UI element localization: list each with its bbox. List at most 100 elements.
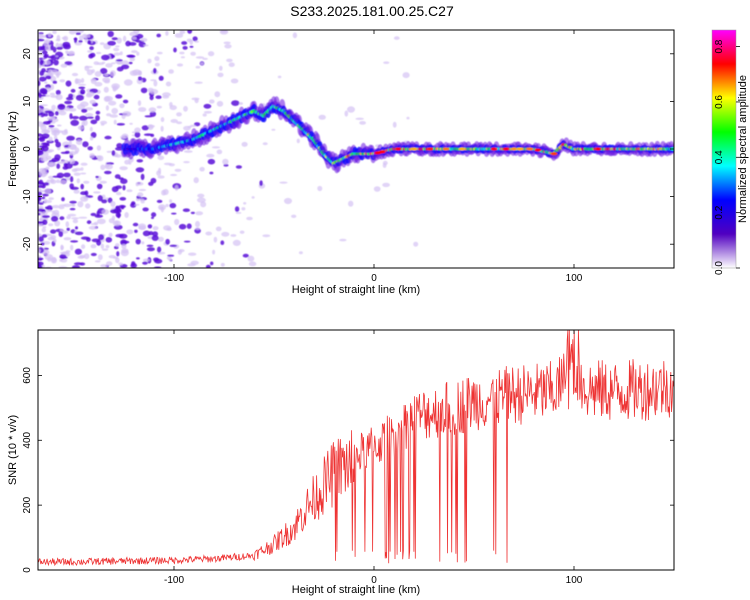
heatmap-cell [197,193,205,198]
heatmap-cell [50,54,57,61]
heatmap-cell [153,80,158,87]
heatmap-cell [248,261,257,267]
heatmap-cell [151,235,159,242]
heatmap-cell [223,41,231,45]
heatmap-cell [61,197,65,202]
heatmap-cell [152,231,159,237]
heatmap-cell [394,147,402,151]
heatmap-cell [186,223,192,229]
colorbar-gradient [711,29,737,269]
heatmap-cell [66,135,75,141]
heatmap-cell [209,171,214,175]
heatmap-cell [219,65,223,71]
heatmap-cell [41,227,46,233]
heatmap-cell [106,113,112,117]
heatmap-cell [41,234,48,238]
heatmap-cell [38,265,43,268]
heatmap-cell [135,238,141,245]
heatmap-cell [81,108,88,113]
heatmap-cell [382,182,390,188]
heatmap-cell [69,176,74,183]
heatmap-cell [181,41,188,45]
heatmap-cell [197,197,206,203]
heatmap-cell [154,258,163,264]
heatmap-cell [76,178,81,184]
heatmap-cell [135,167,145,173]
heatmap-cell [42,241,51,245]
heatmap-cell [43,182,50,186]
heatmap-cell [115,257,120,264]
heatmap-cell [134,229,138,233]
heatmap-cell [138,107,147,112]
heatmap-cell [77,255,85,259]
heatmap-cell [132,222,139,227]
heatmap-cell [207,51,215,57]
colorbar-tick-label: 0.0 [714,261,725,275]
heatmap-cell [86,91,95,97]
heatmap-cell [502,147,510,151]
heatmap-cell [183,161,190,164]
heatmap-cell [262,142,268,146]
heatmap-cell [94,214,104,218]
y-tick-label: 0 [22,146,33,152]
heatmap-cell [55,55,59,58]
heatmap-cell [129,70,138,76]
heatmap-cell [226,58,233,63]
heatmap-cell [87,146,93,151]
heatmap-cell [317,185,323,192]
heatmap-cell [104,79,110,84]
heatmap-cell [147,87,154,93]
heatmap-cell [38,80,41,87]
heatmap-cell [80,162,88,166]
heatmap-cell [490,147,498,151]
heatmap-cell [221,231,230,237]
heatmap-cell [187,30,193,34]
heatmap-cell [129,57,136,62]
heatmap-cell [44,254,54,261]
heatmap-cell [100,264,108,268]
heatmap-cell [189,45,194,48]
heatmap-cell [75,30,84,34]
heatmap-cell [91,69,95,74]
heatmap-cell [70,186,79,190]
heatmap-cell [190,51,196,56]
heatmap-cell [108,232,113,238]
heatmap-cell [156,51,163,55]
heatmap-cell [220,240,225,245]
heatmap-cell [118,177,124,180]
heatmap-cell [81,78,85,83]
y-tick-label: 20 [22,48,33,60]
heatmap-cell [207,158,216,165]
heatmap-cell [58,205,65,210]
heatmap-cell [57,124,62,127]
heatmap-cell [120,249,129,257]
heatmap-cell [144,115,153,118]
heatmap-cell [64,106,70,112]
heatmap-cell [80,183,84,190]
heatmap-cell [100,164,106,171]
heatmap-cell [103,86,109,93]
heatmap-cell [235,211,242,214]
heatmap-cell [111,186,119,193]
heatmap-cell [179,51,185,55]
heatmap-cell [69,158,75,165]
heatmap-cell [150,177,157,184]
heatmap-cell [442,147,450,151]
heatmap-cell [110,54,115,58]
heatmap-cell [169,102,173,107]
heatmap-cell [123,79,133,86]
heatmap-cell [194,98,199,104]
y-tick-label: 200 [22,496,33,513]
heatmap-cell [228,62,235,67]
heatmap-cell [104,135,112,140]
heatmap-cell [77,125,84,131]
heatmap-cell [156,170,162,176]
heatmap-cell [131,261,136,267]
heatmap-cell [392,121,397,128]
heatmap-cell [140,173,145,181]
heatmap-cell [44,198,48,204]
heatmap-cell [131,50,138,54]
heatmap-cell [38,92,42,99]
heatmap-cell [137,100,142,106]
heatmap-cell [90,212,97,217]
